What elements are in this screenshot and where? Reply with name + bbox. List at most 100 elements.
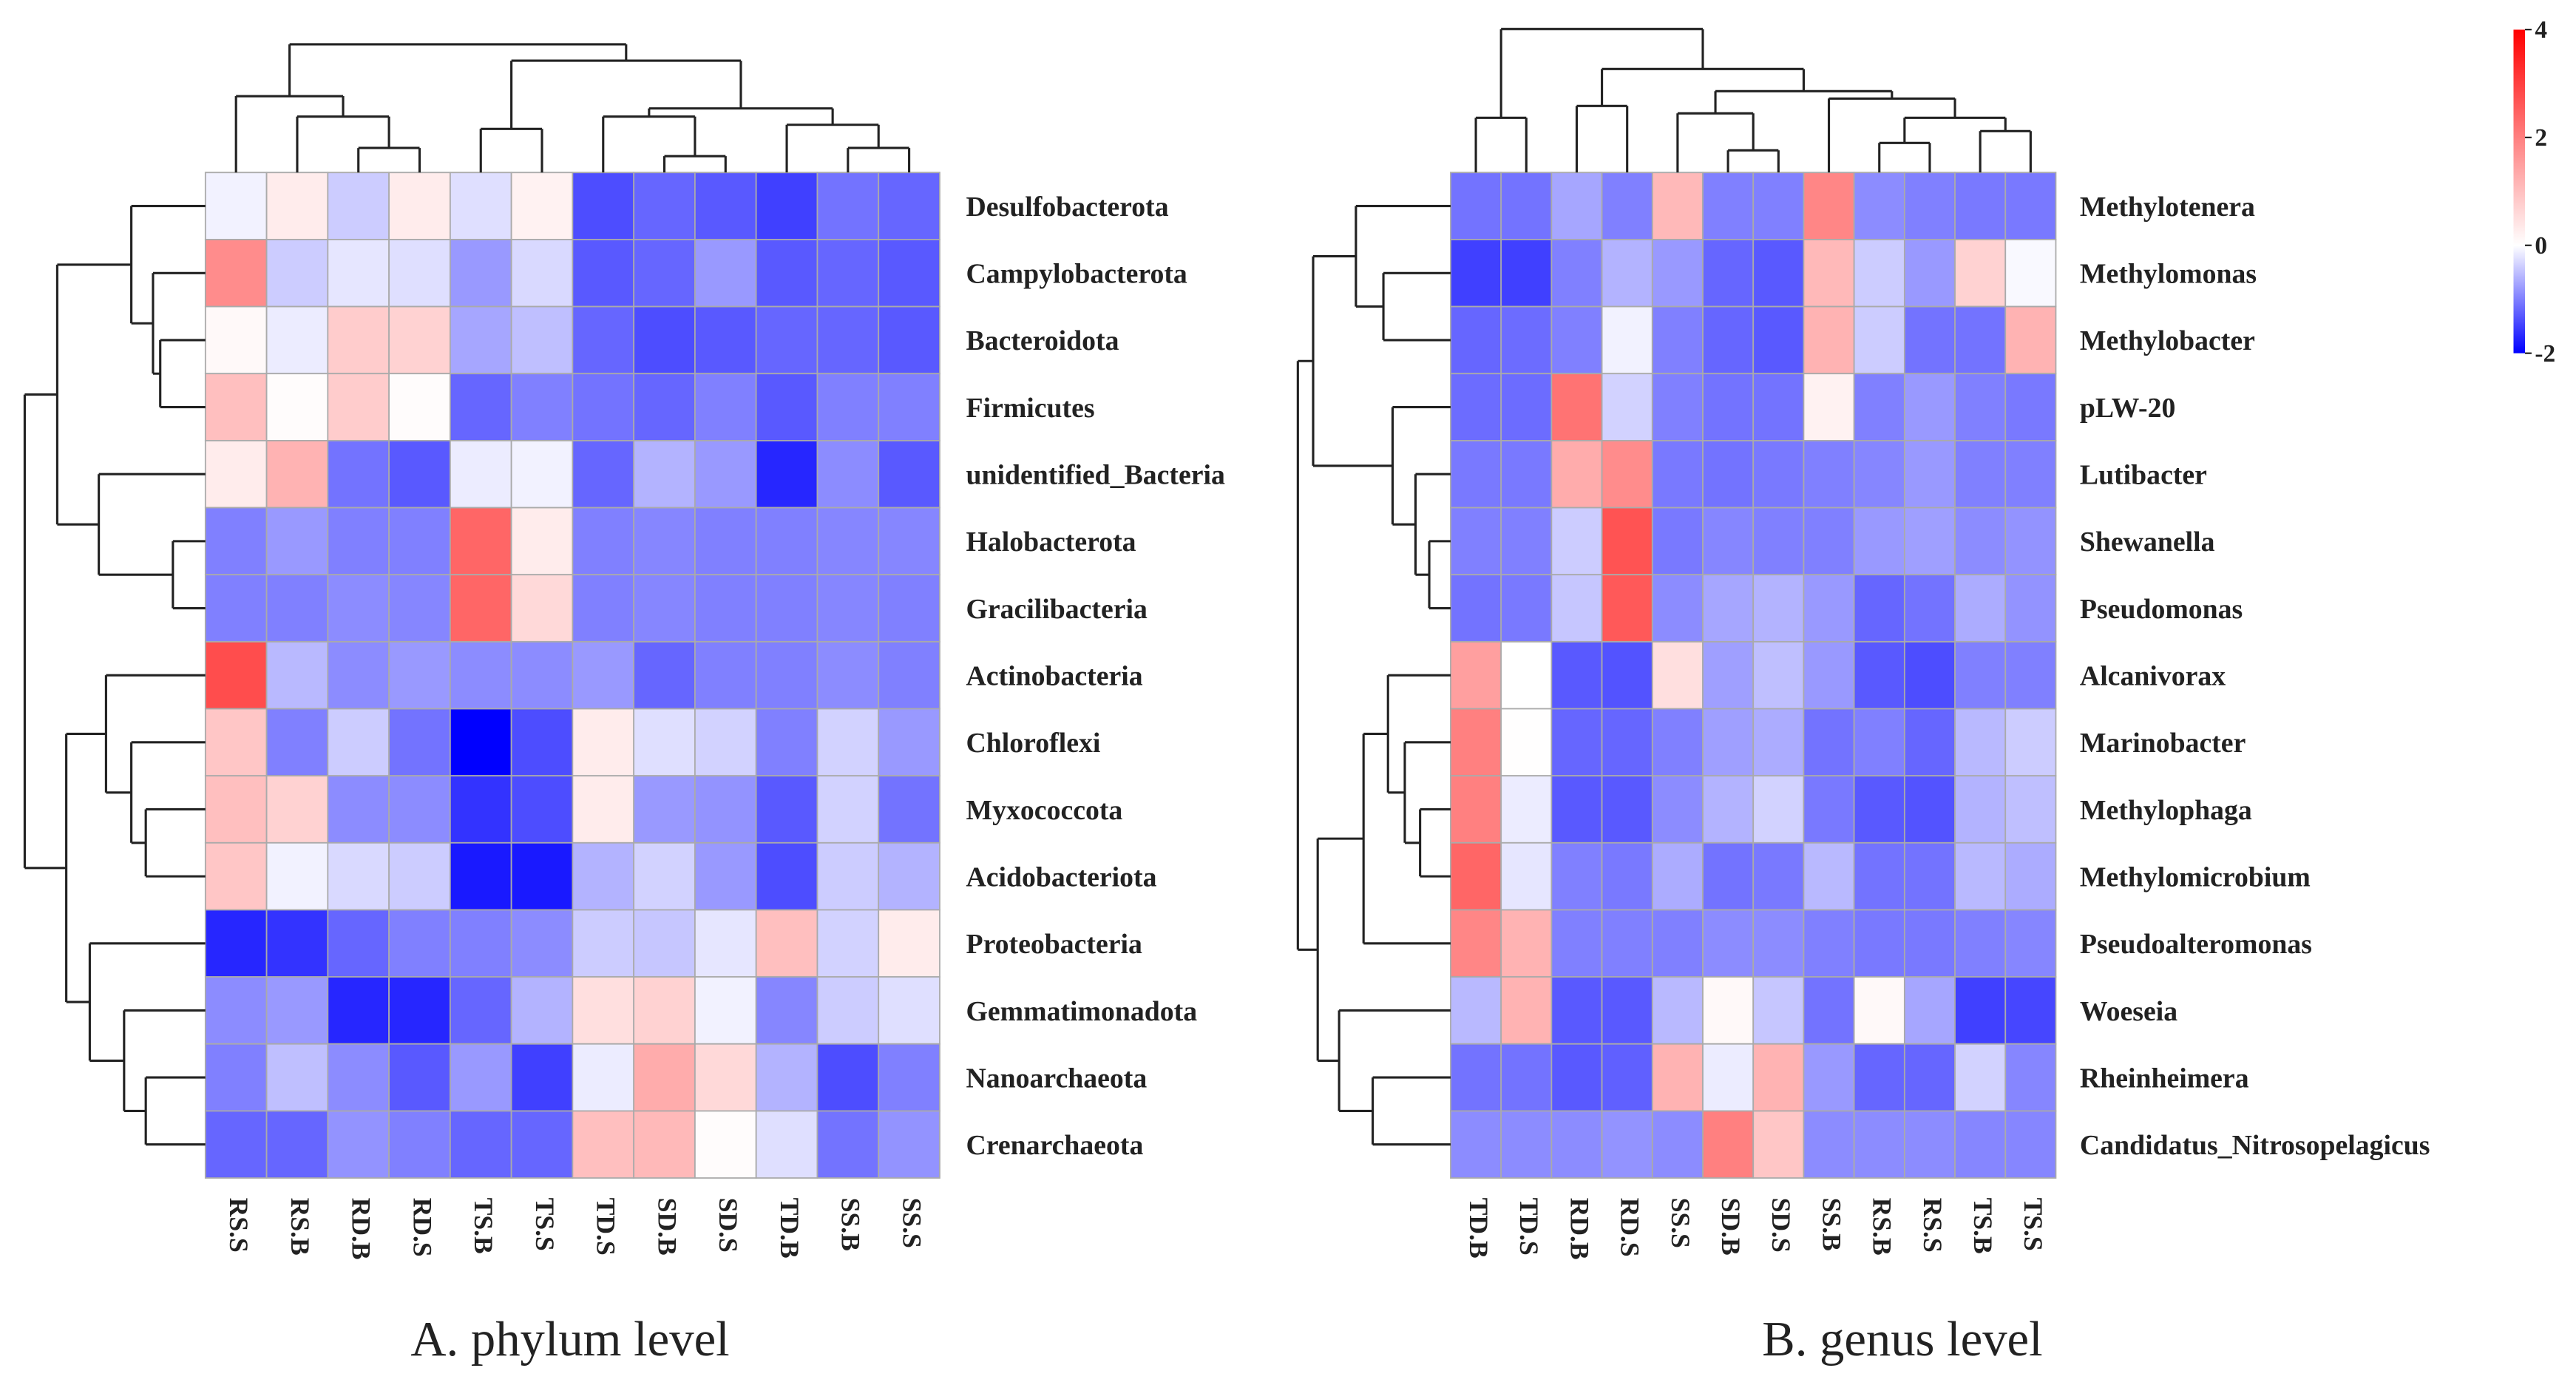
heatmap-cell	[1500, 909, 1553, 978]
heatmap-cell	[1500, 640, 1553, 710]
row-label: Acidobacteriota	[966, 861, 1157, 893]
heatmap-cell	[1853, 172, 1905, 240]
dendrogram-branch	[1391, 406, 1451, 526]
heatmap-cell	[572, 507, 635, 576]
heatmap-cell	[1500, 507, 1553, 576]
heatmap-cell	[327, 1110, 390, 1179]
heatmap-cell	[204, 239, 268, 308]
heatmap-cell	[1500, 1043, 1553, 1112]
heatmap-cell	[1954, 640, 2007, 710]
column-label: RS.S	[1918, 1198, 1948, 1253]
heatmap-cell	[1954, 909, 2007, 978]
heatmap-cell	[327, 775, 390, 844]
row-label: Proteobacteria	[966, 929, 1142, 960]
column-label: RD.S	[407, 1198, 437, 1257]
heatmap-cell	[2004, 1043, 2057, 1112]
dendrogram	[23, 43, 911, 1146]
dendrogram-branch	[1355, 205, 1451, 308]
row-label: unidentified_Bacteria	[966, 460, 1225, 491]
heatmap-cell	[265, 440, 329, 509]
heatmap-cell	[265, 708, 329, 777]
heatmap-cell	[633, 440, 696, 509]
heatmap-cell	[816, 909, 880, 978]
heatmap-cell	[572, 842, 635, 911]
dendrogram-branch	[1338, 1009, 1451, 1112]
heatmap-cell	[388, 507, 451, 576]
heatmap-cell	[1550, 842, 1603, 911]
row-label: Lutibacter	[2080, 460, 2207, 491]
heatmap-cell	[388, 574, 451, 643]
dendrogram-branch	[602, 115, 696, 173]
row-label: Marinobacter	[2080, 728, 2245, 759]
heatmap-cell	[694, 440, 757, 509]
heatmap-cell	[1752, 1110, 1805, 1179]
heatmap-cell	[1601, 842, 1653, 911]
dendrogram-branch	[144, 1076, 206, 1146]
heatmap-cell	[755, 976, 818, 1045]
heatmap-cell	[1903, 574, 1956, 643]
heatmap-cell	[2004, 640, 2057, 710]
heatmap-cell	[572, 305, 635, 375]
heatmap-cell	[694, 976, 757, 1045]
heatmap-cell	[1752, 909, 1805, 978]
heatmap-cell	[1803, 1110, 1855, 1179]
dendrogram-branch	[159, 339, 206, 409]
heatmap-cell	[816, 574, 880, 643]
heatmap-cell	[755, 305, 818, 375]
heatmap-cell	[1450, 305, 1502, 375]
dendrogram-branch	[98, 473, 206, 576]
color-legend-bar	[2513, 29, 2526, 353]
heatmap-cell	[2004, 172, 2057, 240]
color-legend-tick-label: 0	[2535, 232, 2547, 260]
heatmap-cell	[1752, 574, 1805, 643]
column-label: RD.B	[1565, 1198, 1594, 1260]
heatmap-cell	[327, 507, 390, 576]
heatmap-cell	[1500, 708, 1553, 777]
heatmap-cell	[1752, 775, 1805, 844]
heatmap-cell	[1601, 1110, 1653, 1179]
column-label: SS.B	[1817, 1198, 1846, 1251]
column-label: TD.S	[592, 1198, 621, 1256]
heatmap-cell	[1954, 1110, 2007, 1179]
column-label: SS.S	[1666, 1198, 1695, 1248]
dendrogram-branch	[296, 115, 390, 173]
dendrogram-branch	[1386, 674, 1451, 794]
dendrogram-branch	[130, 741, 206, 844]
heatmap-cell	[510, 1043, 574, 1112]
heatmap-cell	[449, 373, 512, 441]
heatmap-cell	[878, 1043, 940, 1112]
dendrogram-branch	[1428, 540, 1451, 610]
heatmap-cell	[1954, 1043, 2007, 1112]
dendrogram-branch	[1316, 837, 1364, 1062]
heatmap-cell	[1601, 574, 1653, 643]
heatmap-cell	[204, 775, 268, 844]
heatmap-cell	[755, 1043, 818, 1112]
heatmap-cell	[265, 507, 329, 576]
heatmap-cell	[1500, 1110, 1553, 1179]
dendrogram	[1296, 27, 2032, 1146]
heatmap-cell	[388, 842, 451, 911]
phylum-heatmap-panel: Desulfobacterota Campylobacterota Bacteroi…	[23, 43, 1225, 1260]
heatmap-cell	[694, 574, 757, 643]
heatmap-cell	[2004, 708, 2057, 777]
heatmap-cell	[816, 640, 880, 710]
heatmap-cell	[816, 1043, 880, 1112]
heatmap-cell	[1702, 507, 1755, 576]
heatmap-cell	[694, 775, 757, 844]
heatmap-cell	[694, 909, 757, 978]
heatmap-cell	[572, 775, 635, 844]
row-label: Gracilibacteria	[966, 594, 1148, 625]
dendrogram-branch	[1575, 104, 1629, 173]
row-label: Candidatus_Nitrosopelagicus	[2080, 1130, 2430, 1161]
row-label: Alcanivorax	[2080, 661, 2226, 692]
column-label: SD.S	[714, 1198, 743, 1253]
heatmap-cell	[1651, 708, 1704, 777]
heatmap-cell	[572, 172, 635, 240]
heatmap-cell	[1450, 239, 1502, 308]
heatmap-cell	[1651, 640, 1704, 710]
heatmap-cell	[878, 640, 940, 710]
heatmap-cell	[1954, 507, 2007, 576]
heatmap-cell	[1903, 640, 1956, 710]
heatmap-cell	[1853, 640, 1905, 710]
